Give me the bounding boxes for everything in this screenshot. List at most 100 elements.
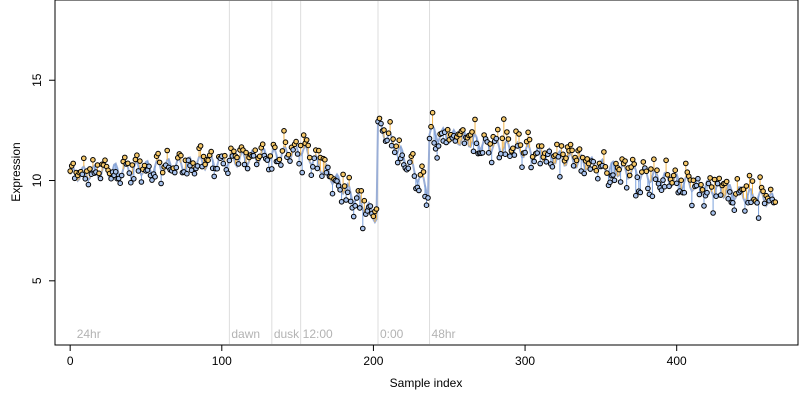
data-point [329, 190, 336, 197]
data-point [79, 171, 86, 178]
data-point [757, 174, 763, 180]
data-point [370, 213, 377, 220]
data-point [616, 166, 622, 173]
time-marker-labels: 24hr dawn dusk 12:00 0:00 48hr [77, 327, 456, 341]
data-point [429, 109, 436, 116]
data-point [226, 157, 233, 164]
data-point [485, 150, 492, 156]
data-point [501, 116, 507, 122]
data-point [623, 185, 630, 191]
data-point [281, 128, 287, 134]
data-point [698, 181, 704, 188]
data-point [173, 164, 180, 171]
data-point [470, 148, 477, 155]
data-point [689, 202, 695, 209]
data-point [649, 193, 656, 200]
data-point [672, 167, 679, 173]
data-point [158, 180, 164, 187]
data-point [538, 143, 545, 149]
data-point [346, 174, 353, 181]
data-point [310, 164, 316, 170]
data-point [604, 170, 610, 176]
data-point [607, 179, 613, 186]
data-point [546, 148, 553, 155]
data-point [108, 175, 114, 182]
data-point [772, 199, 779, 205]
marker-label: 24hr [77, 327, 101, 341]
data-point [420, 169, 427, 175]
data-point [396, 137, 403, 143]
y-tick-label: 5 [30, 277, 44, 284]
data-point [567, 141, 574, 148]
data-point [394, 159, 401, 166]
data-point [234, 154, 240, 161]
data-point [376, 115, 383, 122]
data-point [172, 169, 178, 176]
data-point [444, 126, 451, 133]
data-point [391, 149, 398, 156]
data-point [125, 160, 131, 167]
data-point [367, 203, 374, 209]
data-point [325, 164, 331, 171]
data-point [205, 157, 211, 163]
data-point [211, 173, 217, 180]
marker-label: 0:00 [380, 327, 404, 341]
data-point [434, 155, 440, 161]
data-point [573, 157, 580, 164]
data-point [297, 142, 304, 149]
data-point [626, 172, 633, 179]
data-point [716, 175, 723, 182]
data-point [622, 158, 628, 164]
data-point [425, 195, 431, 201]
x-axis: 0 100 200 300 400 [67, 345, 687, 368]
data-point [141, 162, 148, 169]
data-point [696, 191, 703, 198]
data-point [290, 147, 296, 153]
data-point [299, 169, 306, 176]
data-point [730, 200, 736, 206]
data-point [651, 156, 657, 162]
data-point [431, 140, 437, 146]
data-point [725, 195, 732, 202]
data-point [202, 161, 208, 168]
data-point [570, 163, 577, 169]
data-point [666, 183, 672, 190]
data-point [611, 177, 618, 184]
data-point [755, 215, 762, 221]
data-point [428, 123, 434, 130]
data-point [510, 145, 516, 152]
data-point [590, 158, 597, 165]
y-axis: 5 10 15 [30, 73, 55, 284]
data-point [360, 225, 366, 232]
data-point [131, 176, 137, 182]
marker-label: dawn [231, 327, 260, 341]
data-point [469, 129, 475, 135]
y-axis-title: Expression [9, 142, 23, 201]
data-point [334, 178, 340, 184]
data-point [416, 187, 422, 194]
data-point [473, 140, 480, 147]
data-point [178, 152, 184, 159]
data-point [220, 160, 227, 167]
data-point [549, 164, 556, 170]
data-point [272, 144, 278, 151]
data-point [278, 162, 284, 168]
data-point [517, 142, 524, 148]
data-point [673, 180, 680, 187]
data-point [602, 164, 609, 170]
data-point [522, 149, 528, 156]
data-point [94, 162, 101, 168]
data-point [543, 159, 550, 165]
data-point [727, 189, 733, 195]
data-point [214, 165, 220, 172]
data-point [734, 176, 741, 182]
data-point [97, 175, 104, 182]
x-tick-label: 200 [363, 354, 383, 368]
data-point [225, 170, 231, 177]
data-point [593, 167, 600, 174]
data-point [581, 170, 588, 177]
data-point [357, 205, 363, 211]
data-point [498, 151, 504, 157]
data-point [723, 178, 730, 185]
data-point [631, 161, 638, 167]
